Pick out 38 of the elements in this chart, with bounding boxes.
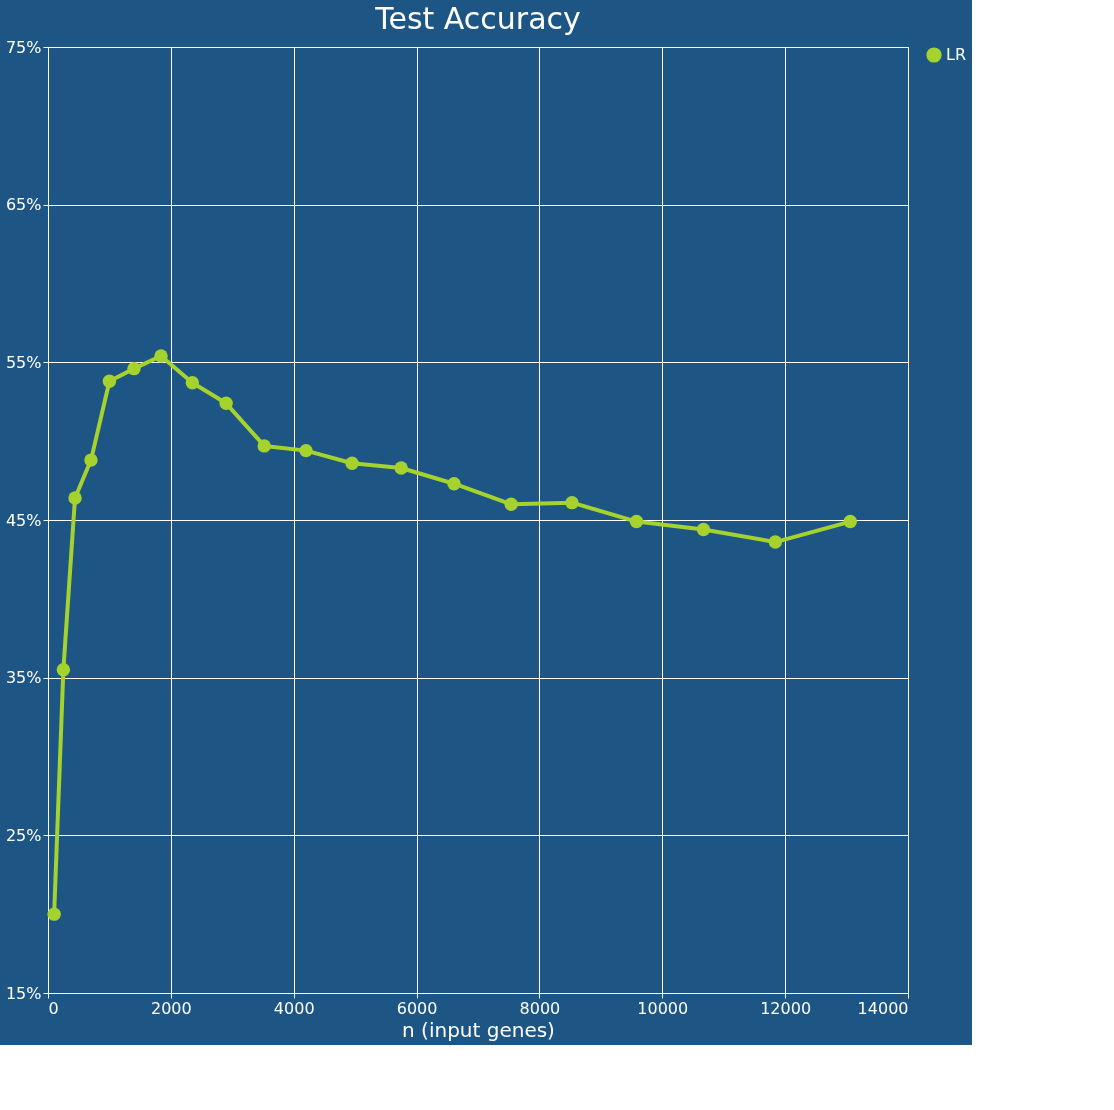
x-tick-label: 0: [48, 998, 59, 1018]
y-tick-label: 55%: [5, 352, 42, 372]
y-tick-label: 75%: [5, 37, 42, 57]
x-tick-label: 12000: [760, 998, 812, 1018]
x-tick-label: 14000: [857, 998, 909, 1018]
y-tick-label: 65%: [5, 195, 42, 215]
point: [56, 663, 71, 677]
x-tick-label: 2000: [151, 998, 192, 1018]
point: [504, 497, 518, 511]
point: [102, 374, 117, 388]
legend-label: LR: [946, 45, 967, 64]
chart-title: Test Accuracy: [374, 1, 581, 36]
point: [345, 456, 359, 470]
point: [768, 535, 783, 549]
point: [257, 439, 271, 453]
point: [219, 396, 233, 411]
point: [447, 477, 461, 491]
point: [154, 349, 168, 363]
point: [68, 491, 82, 505]
point: [47, 907, 61, 921]
y-tick-label: 15%: [5, 983, 42, 1003]
y-tick-label: 45%: [5, 510, 42, 530]
x-axis-title: n (input genes): [402, 1017, 555, 1042]
x-tick-label: 10000: [637, 998, 689, 1018]
point: [185, 376, 200, 390]
x-tick-label: 4000: [273, 998, 315, 1018]
point: [629, 514, 644, 529]
point: [299, 443, 313, 458]
point: [394, 461, 408, 475]
x-tick-label: 8000: [519, 998, 561, 1018]
y-tick-label: 35%: [5, 668, 42, 688]
point: [84, 453, 98, 467]
y-tick-label: 25%: [5, 825, 42, 845]
point: [565, 495, 579, 510]
point: [127, 361, 141, 376]
x-tick-label: 6000: [396, 998, 438, 1018]
point: [843, 514, 857, 529]
point: [696, 522, 711, 537]
